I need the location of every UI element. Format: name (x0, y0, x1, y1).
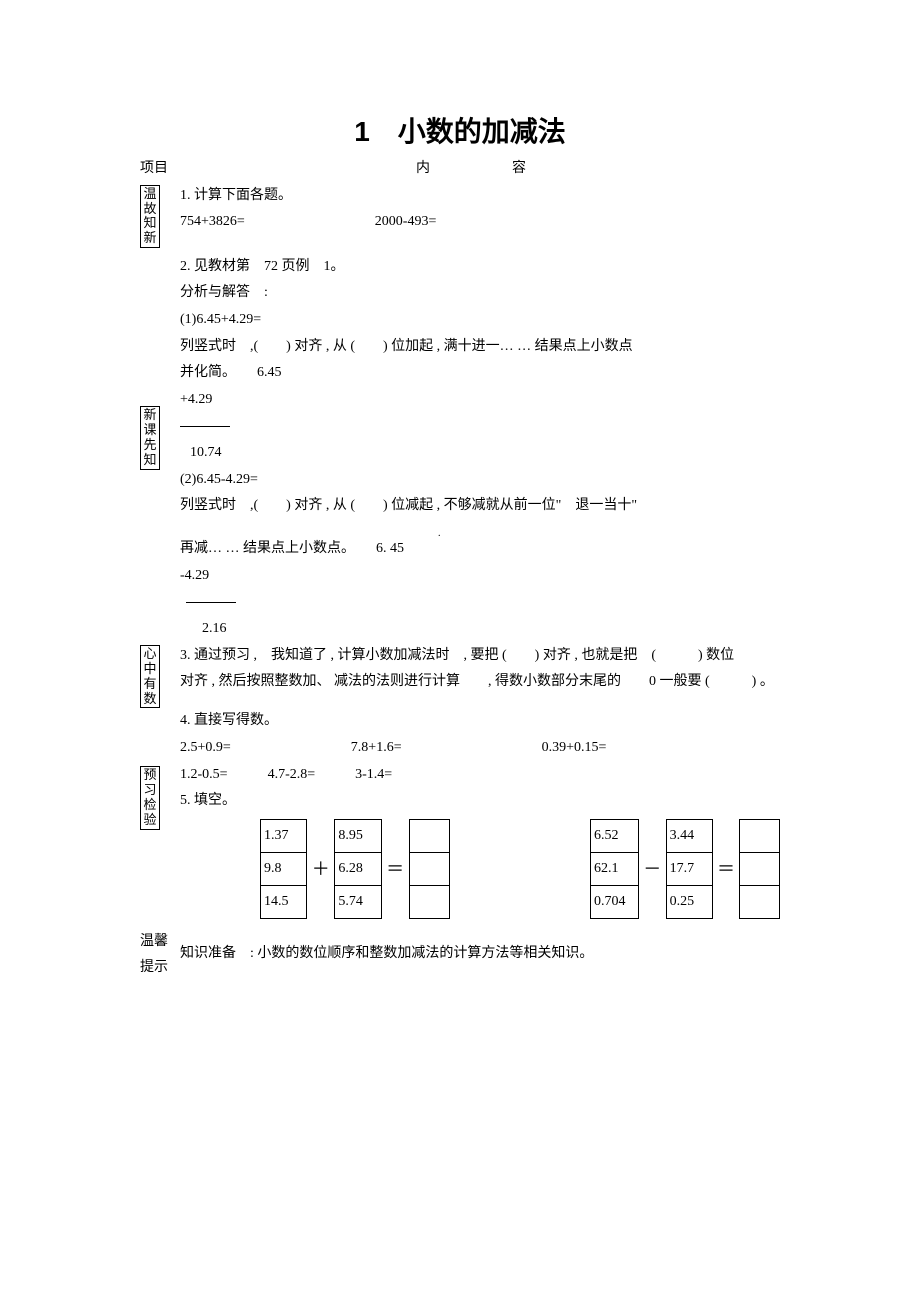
footer-text: 知识准备 : 小数的数位顺序和整数加减法的计算方法等相关知识。 (180, 929, 780, 968)
q4: 4. 直接写得数。 (180, 708, 780, 735)
cell: 5.74 (335, 885, 381, 918)
q1: 1. 计算下面各题。 (180, 183, 780, 210)
vchar: 温 (141, 187, 159, 202)
p1b: 并化简。 6.45 (180, 360, 780, 387)
cell: 17.7 (666, 852, 712, 885)
cell: 9.8 (261, 852, 307, 885)
vchar: 故 (141, 202, 159, 217)
sidebar-yuxijianyan: 预 习 检 验 (140, 766, 160, 830)
expr: 3-1.4= (355, 767, 392, 782)
hline (180, 413, 780, 440)
cell: 1.37 (261, 819, 307, 852)
vchar: 知 (141, 216, 159, 231)
p1r: 10.74 (180, 440, 780, 467)
vchar: 新 (141, 231, 159, 246)
table-right: 6.52 － 3.44 ＝ 62.1 17.7 0.704 0.25 (590, 819, 780, 919)
vchar: 习 (141, 783, 159, 798)
cell: 0.25 (666, 885, 712, 918)
p2r: 2.16 (180, 616, 780, 643)
q3a: 3. 通过预习 , 我知道了 , 计算小数加减法时 , 要把 ( ) 对齐 , … (180, 643, 780, 670)
q4-row2: 1.2-0.5= 4.7-2.8= 3-1.4= (180, 762, 780, 789)
op-plus: ＋ (307, 819, 335, 918)
cell: 62.1 (591, 852, 639, 885)
cell: 14.5 (261, 885, 307, 918)
title-text: 小数的加减法 (398, 116, 566, 147)
footer-label: 温馨 提示 (140, 929, 180, 982)
vchar: 中 (141, 662, 159, 677)
p1c: +4.29 (180, 387, 780, 414)
analyze-label: 分析与解答 : (180, 280, 780, 307)
p1: (1)6.45+4.29= (180, 307, 780, 334)
header-project: 项目 (140, 156, 180, 183)
vchar: 心 (141, 647, 159, 662)
hline (180, 590, 780, 617)
vchar: 知 (141, 453, 159, 468)
sidebar-xinkexianzhi: 新 课 先 知 (140, 406, 160, 470)
op-eq: ＝ (381, 819, 409, 918)
cell (409, 885, 449, 918)
op-minus: － (638, 819, 666, 918)
cell: 8.95 (335, 819, 381, 852)
vchar: 新 (141, 408, 159, 423)
expr: 1.2-0.5= (180, 767, 228, 782)
q4-row1: 2.5+0.9= 7.8+1.6= 0.39+0.15= (180, 735, 780, 762)
vchar: 预 (141, 768, 159, 783)
cell (409, 852, 449, 885)
footer-l1: 温馨 (140, 929, 180, 956)
p2c: -4.29 (180, 563, 780, 590)
vchar: 检 (141, 798, 159, 813)
page-title: 1 小数的加减法 (140, 110, 780, 150)
vchar: 先 (141, 438, 159, 453)
table-left: 1.37 ＋ 8.95 ＝ 9.8 6.28 14.5 5.74 (260, 819, 450, 919)
q5: 5. 填空。 (180, 788, 780, 815)
vchar: 有 (141, 677, 159, 692)
expr: 4.7-2.8= (268, 767, 316, 782)
title-number: 1 (354, 116, 370, 147)
expr: 2.5+0.9= (180, 740, 231, 755)
sidebar-wenguzhixin: 温 故 知 新 (140, 185, 160, 249)
q3b: 对齐 , 然后按照整数加、 减法的法则进行计算 , 得数小数部分末尾的 0 一般… (180, 669, 780, 696)
p2b: 再减… … 结果点上小数点。 6. 45 (180, 536, 780, 563)
cell (409, 819, 449, 852)
p1a: 列竖式时 ,( ) 对齐 , 从 ( ) 位加起 , 满十进一… … 结果点上小… (180, 334, 780, 361)
cell: 6.28 (335, 852, 381, 885)
cell: 3.44 (666, 819, 712, 852)
sidebar-xinzhongyoushu: 心 中 有 数 (140, 645, 160, 709)
q2: 2. 见教材第 72 页例 1。 (180, 254, 780, 281)
q1-expr: 754+3826= 2000-493= (180, 209, 780, 236)
cell (740, 819, 780, 852)
expr: 0.39+0.15= (542, 740, 607, 755)
vchar: 数 (141, 692, 159, 707)
cell: 6.52 (591, 819, 639, 852)
expr: 2000-493= (375, 214, 437, 229)
vchar: 课 (141, 423, 159, 438)
cell: 0.704 (591, 885, 639, 918)
op-eq: ＝ (712, 819, 740, 918)
header-content: 内 容 (180, 156, 780, 183)
cell (740, 885, 780, 918)
p2: (2)6.45-4.29= (180, 467, 780, 494)
footer-l2: 提示 (140, 955, 180, 982)
vchar: 验 (141, 813, 159, 828)
expr: 7.8+1.6= (351, 740, 402, 755)
fill-tables: 1.37 ＋ 8.95 ＝ 9.8 6.28 14.5 5.74 (180, 819, 780, 919)
cell (740, 852, 780, 885)
p2a: 列竖式时 ,( ) 对齐 , 从 ( ) 位减起 , 不够减就从前一位" 退一当… (180, 493, 780, 520)
expr: 754+3826= (180, 214, 245, 229)
